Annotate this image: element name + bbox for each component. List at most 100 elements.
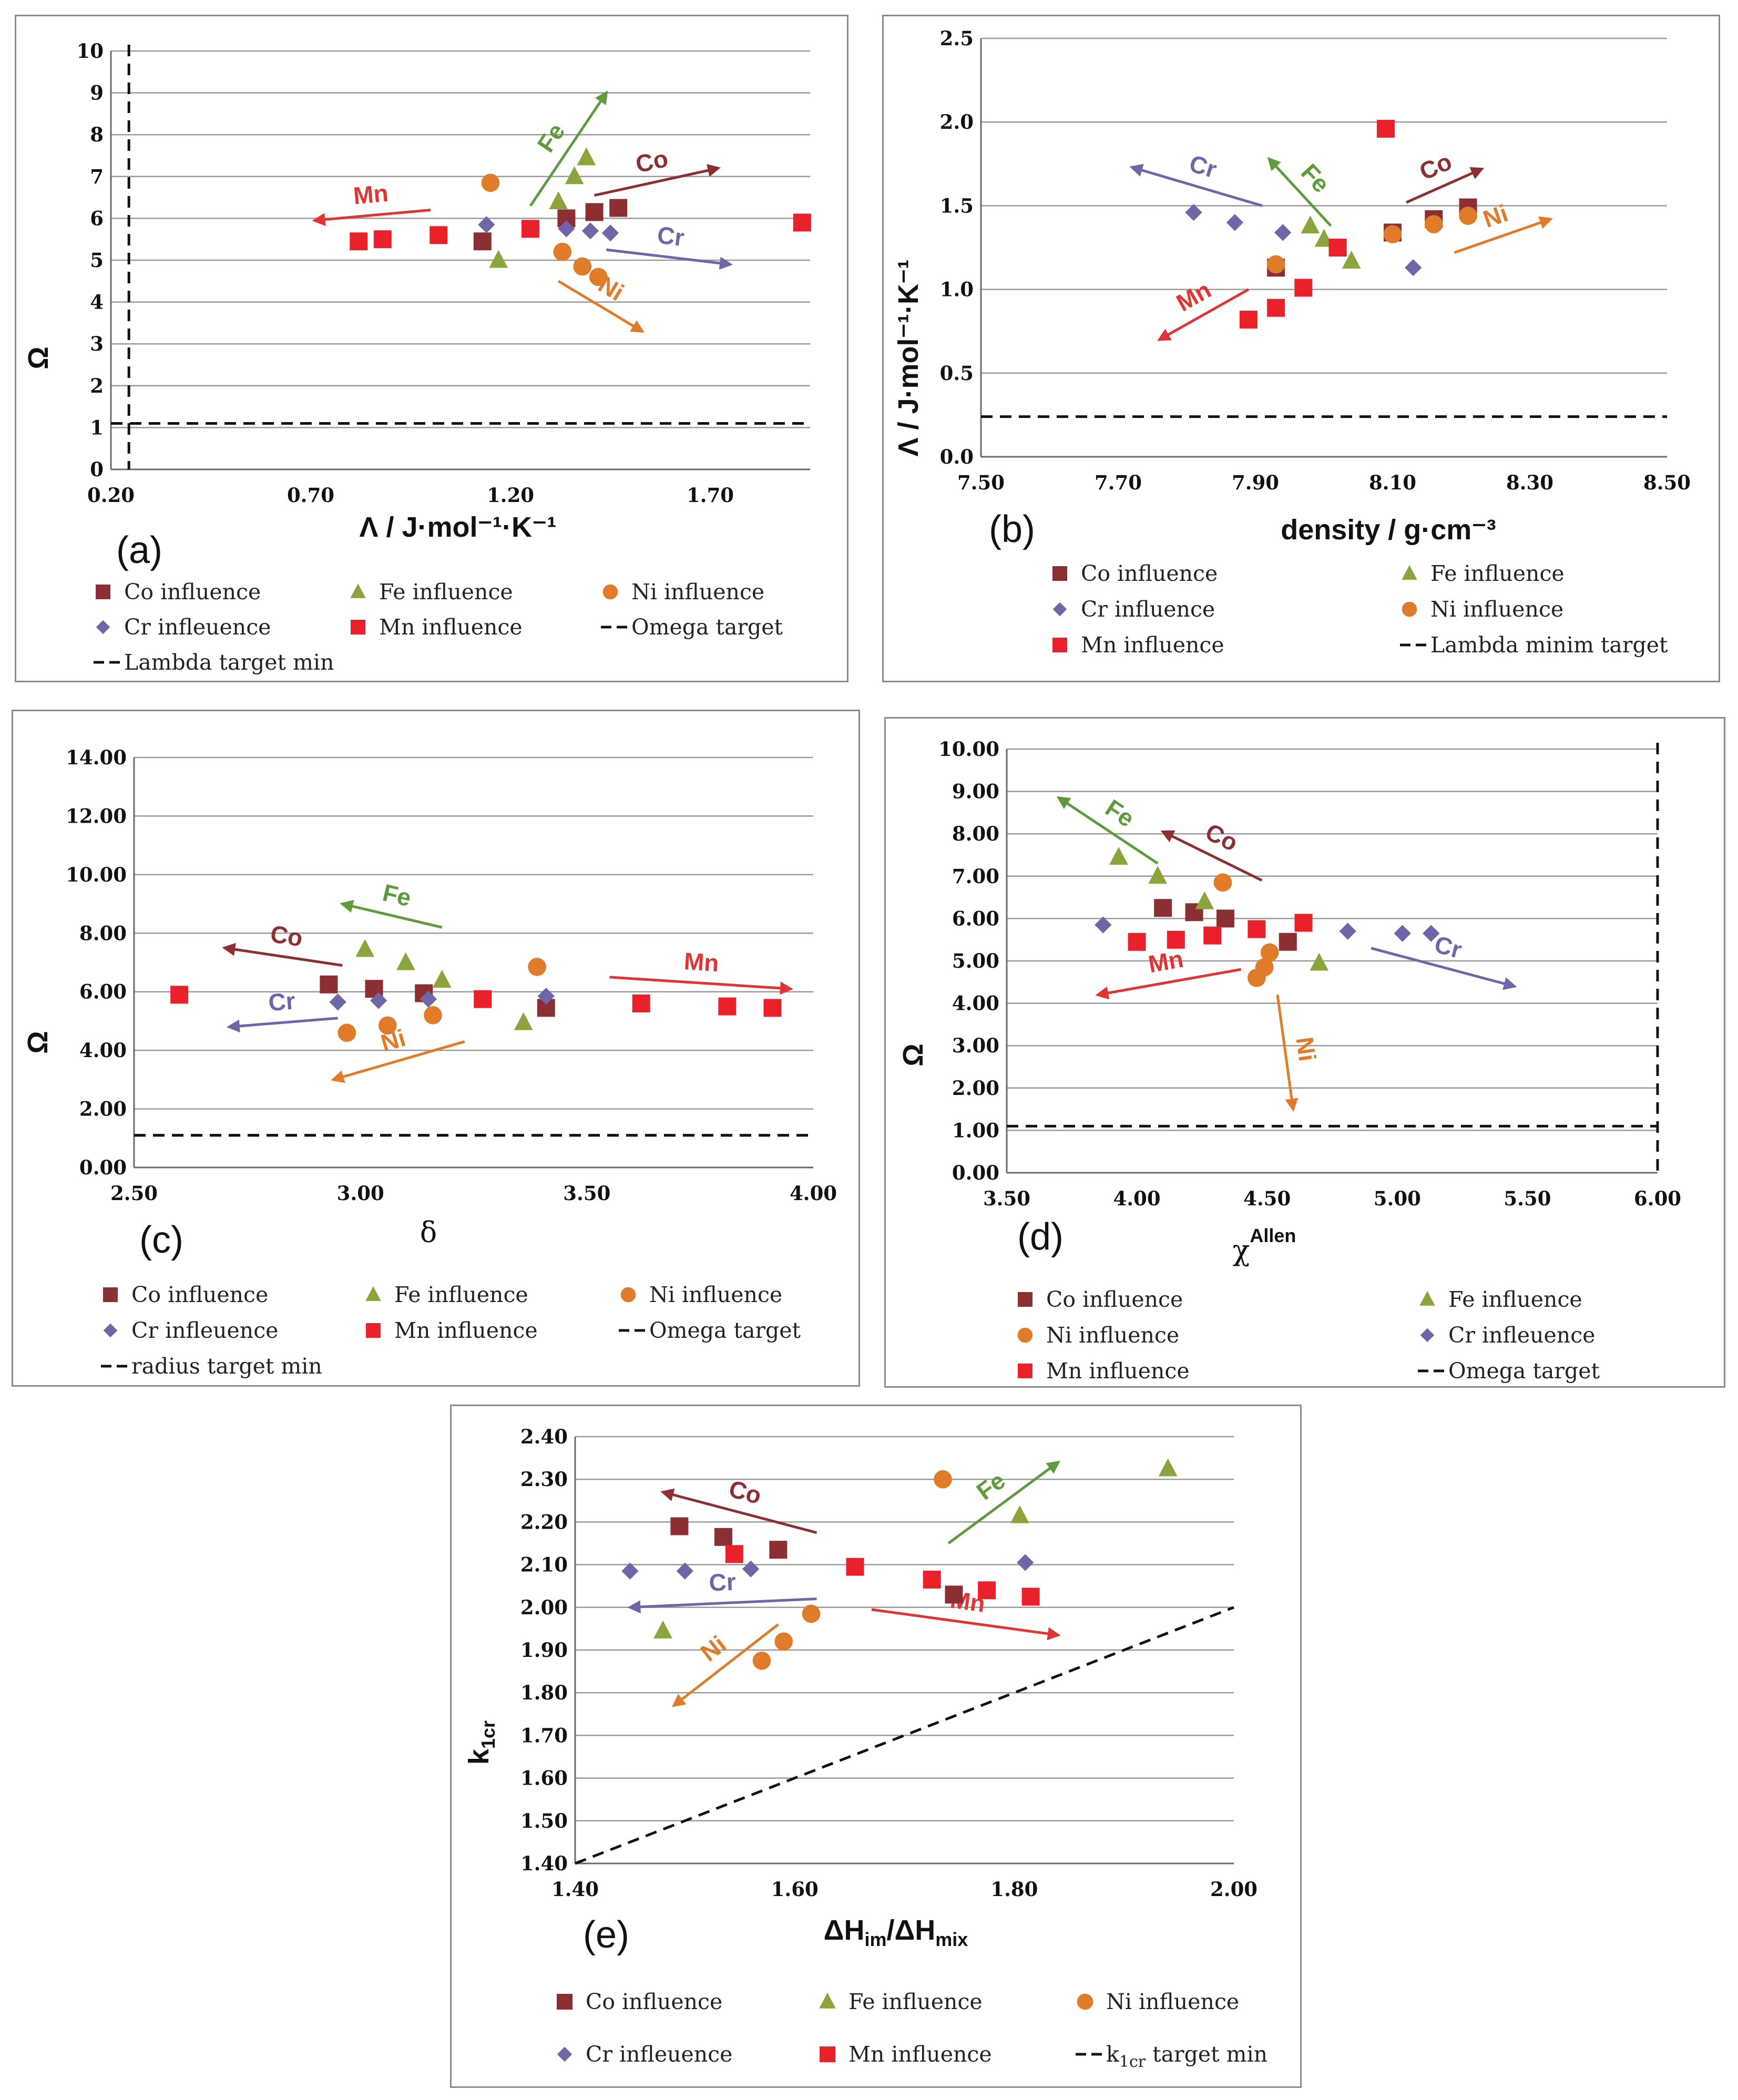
trend-label-mn: Mn	[683, 947, 720, 977]
legend-marker-cr	[557, 2046, 572, 2062]
panel-label: (b)	[989, 508, 1035, 550]
x-tick-label: 0.20	[87, 484, 135, 507]
trend-label-co: Co	[1415, 147, 1456, 185]
panel-label: (e)	[583, 1914, 629, 1956]
point-ni	[934, 1470, 952, 1489]
legend-marker-fe	[1402, 565, 1417, 580]
point-mn	[430, 226, 448, 244]
point-co	[473, 232, 492, 251]
x-tick-label: 8.10	[1369, 471, 1416, 494]
legend-label: Cr infleuence	[124, 614, 271, 640]
point-fe	[1310, 952, 1329, 971]
legend-marker-mn	[1018, 1364, 1032, 1378]
point-ni	[1213, 873, 1232, 892]
trend-arrow-co	[660, 1488, 817, 1534]
x-tick-label: 1.80	[990, 1878, 1038, 1901]
legend-label: Fe influence	[1430, 561, 1565, 586]
y-tick-label: 1	[90, 416, 104, 439]
point-co	[945, 1585, 963, 1604]
x-tick-label: 3.00	[337, 1182, 384, 1205]
point-mn	[350, 232, 368, 251]
panel-d: 0.00 1.00 2.00 3.00 4.00 5.00 6.00 7.00 8.00 9.00…	[884, 717, 1725, 1388]
point-cr	[420, 990, 437, 1008]
legend-label: Ni influence	[631, 579, 764, 605]
y-tick-label: 2.00	[520, 1596, 568, 1619]
point-mn	[846, 1558, 864, 1576]
legend-marker-co	[1052, 566, 1067, 581]
trend-label-mn: Mn	[1146, 945, 1185, 978]
legend-label: Ni influence	[1106, 1989, 1239, 2014]
y-tick-label: 1.90	[520, 1638, 568, 1662]
point-cr	[601, 224, 619, 242]
point-fe	[432, 969, 452, 988]
point-fe	[565, 166, 584, 185]
trend-label-ni: Ni	[1479, 199, 1511, 233]
y-tick-label: 10.00	[66, 863, 127, 886]
y-tick-label: 2.30	[520, 1468, 568, 1491]
legend-label: Lambda target min	[124, 650, 334, 675]
point-ni	[481, 173, 500, 192]
legend-marker-cr	[103, 1323, 118, 1338]
y-tick-label: 3	[90, 332, 104, 355]
legend-marker-ni	[602, 584, 618, 600]
legend-label: Co influence	[1046, 1287, 1183, 1312]
y-tick-label: 0	[90, 458, 104, 481]
y-tick-label: 8.00	[952, 822, 999, 845]
point-fe	[1195, 891, 1214, 909]
point-co	[585, 203, 604, 221]
trend-arrow-ni	[1276, 995, 1299, 1112]
y-tick-label: 14.00	[66, 746, 127, 769]
legend-label: Ni influence	[1046, 1323, 1179, 1348]
reference-line	[575, 1606, 1234, 1865]
x-tick-label: 1.60	[771, 1878, 819, 1901]
y-tick-label: 1.50	[520, 1809, 568, 1832]
trend-arrow-cr	[226, 1017, 338, 1033]
point-ni	[1255, 958, 1274, 977]
point-mn	[1294, 914, 1313, 932]
y-tick-label: 10	[77, 39, 104, 63]
trend-arrow-co	[1160, 830, 1263, 882]
trend-arrow-mn	[871, 1608, 1061, 1641]
point-cr	[581, 222, 599, 240]
point-mn	[923, 1571, 941, 1589]
point-co	[1216, 909, 1234, 928]
point-fe	[577, 147, 596, 166]
point-cr	[478, 216, 495, 233]
y-tick-label: 1.5	[940, 194, 974, 217]
legend-marker-cr	[1052, 602, 1067, 617]
point-mn	[474, 990, 492, 1008]
trend-label-fe: Fe	[380, 878, 414, 911]
legend-label: Mn influence	[1081, 632, 1224, 658]
y-tick-label: 4.00	[952, 992, 999, 1015]
point-cr	[1394, 925, 1411, 942]
point-mn	[1167, 930, 1185, 949]
legend-label: Cr infleuence	[1448, 1323, 1595, 1348]
point-cr	[1423, 925, 1440, 942]
y-tick-label: 2.10	[520, 1553, 568, 1576]
point-mn	[1248, 920, 1266, 938]
x-axis-title: δ	[420, 1216, 437, 1249]
point-ni	[1424, 215, 1443, 233]
point-ni	[424, 1006, 442, 1025]
legend-marker-mn	[1052, 638, 1067, 652]
point-mn	[170, 986, 189, 1004]
y-tick-label: 10.00	[938, 737, 999, 761]
y-tick-label: 3.00	[952, 1034, 999, 1057]
trend-arrow-co	[1406, 167, 1485, 204]
point-ni	[589, 268, 608, 286]
legend-label: Omega target	[649, 1318, 801, 1343]
legend-label: Cr influence	[1081, 597, 1215, 622]
legend-marker-co	[103, 1287, 118, 1302]
trend-label-fe: Fe	[972, 1467, 1010, 1505]
trend-arrow-ni	[672, 1623, 779, 1707]
x-tick-label: 0.70	[287, 484, 334, 507]
x-tick-label: 1.20	[487, 484, 534, 507]
legend-marker-fe	[1419, 1290, 1435, 1306]
point-ni	[528, 958, 546, 976]
x-tick-label: 5.00	[1374, 1187, 1421, 1210]
x-tick-label: 4.00	[1113, 1187, 1161, 1210]
y-tick-label: 2.00	[79, 1098, 127, 1121]
y-tick-label: 8	[90, 123, 104, 146]
y-axis-title: k1cr	[463, 1720, 499, 1765]
x-axis-title: Λ / J·mol⁻¹·K⁻¹	[360, 511, 557, 543]
